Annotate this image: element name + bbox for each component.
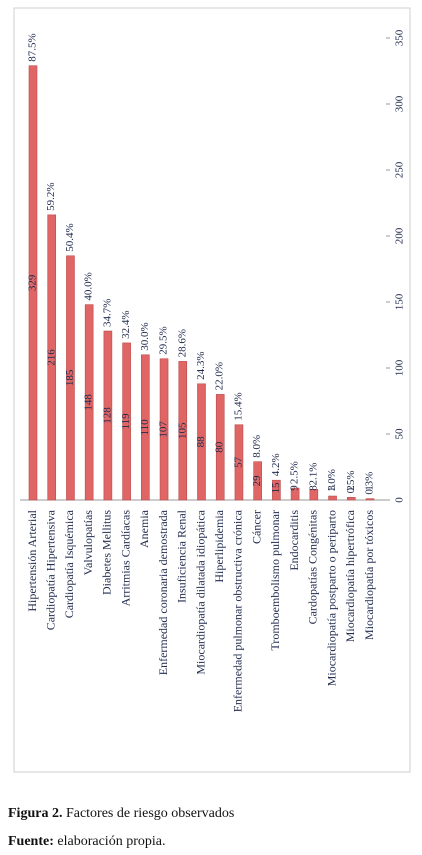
x-tick-label: Miocardiopatía hipertrófica bbox=[343, 509, 357, 642]
bar bbox=[178, 361, 188, 501]
bar bbox=[253, 461, 262, 501]
percentage-label: 24.3% bbox=[195, 351, 207, 379]
y-tick-label: 100 bbox=[394, 359, 406, 376]
caption-text: Factores de riesgo observados bbox=[65, 806, 235, 821]
y-tick-label: 0 bbox=[394, 497, 406, 503]
bar bbox=[122, 342, 131, 501]
percentage-label: 40.0% bbox=[83, 272, 95, 300]
bar bbox=[215, 394, 225, 501]
count-label: 148 bbox=[83, 394, 95, 411]
bar bbox=[159, 358, 169, 501]
count-label: 119 bbox=[120, 413, 132, 430]
bar bbox=[84, 304, 94, 501]
count-label: 216 bbox=[45, 349, 57, 366]
percentage-label: 28.6% bbox=[176, 329, 188, 357]
x-tick-label: Cáncer bbox=[249, 510, 263, 544]
y-tick-label: 200 bbox=[394, 227, 406, 244]
source: Fuente: elaboración propia. bbox=[8, 834, 165, 850]
bar bbox=[66, 255, 75, 501]
caption: Figura 2. Factores de riesgo observados bbox=[8, 806, 234, 822]
percentage-label: 29.5% bbox=[158, 326, 170, 354]
count-label: 128 bbox=[101, 407, 113, 424]
bar bbox=[365, 498, 375, 501]
count-label: 57 bbox=[232, 456, 244, 468]
y-tick-label: 250 bbox=[394, 161, 406, 178]
count-label: 105 bbox=[176, 422, 188, 439]
bar bbox=[290, 487, 300, 501]
x-tick-label: Valvulopatías bbox=[81, 510, 95, 576]
count-label: 3 bbox=[326, 485, 338, 491]
percentage-label: 50.4% bbox=[64, 223, 76, 251]
bar bbox=[272, 479, 281, 501]
percentage-label: 2.1% bbox=[307, 463, 319, 486]
count-label: 1 bbox=[364, 485, 376, 491]
count-label: 329 bbox=[27, 274, 39, 291]
bar bbox=[346, 497, 356, 501]
percentage-label: 22.0% bbox=[214, 362, 226, 390]
count-label: 9 bbox=[289, 485, 301, 491]
y-tick-label: 350 bbox=[394, 29, 406, 46]
y-tick-label: 150 bbox=[394, 293, 406, 310]
x-tick-label: Cardiopatía Isquémica bbox=[62, 509, 76, 618]
x-tick-label: Miocardiopatía por tóxicos bbox=[362, 510, 376, 640]
x-tick-label: Hiperlipidemia bbox=[212, 509, 226, 582]
x-tick-label: Cardiopatía Hipertensiva bbox=[43, 509, 57, 630]
percentage-label: 32.4% bbox=[120, 310, 132, 338]
percentage-label: 1.0% bbox=[326, 469, 338, 492]
bar bbox=[47, 214, 57, 501]
count-label: 185 bbox=[64, 369, 76, 386]
source-text: elaboración propia. bbox=[57, 834, 166, 849]
percentage-label: 0.3% bbox=[364, 472, 376, 495]
x-tick-label: Diabetes Mellitus bbox=[100, 510, 114, 595]
percentage-label: 0.5% bbox=[345, 470, 357, 493]
x-tick-label: Cardopatías Congénitas bbox=[306, 510, 320, 625]
x-tick-label: Arritmias Cardíacas bbox=[118, 510, 132, 607]
x-tick-label: Tromboembolismo pulmonar bbox=[268, 510, 282, 651]
count-label: 29 bbox=[251, 475, 263, 487]
bar bbox=[234, 424, 244, 501]
count-label: 8 bbox=[307, 485, 319, 491]
x-tick-label: Endocarditis bbox=[287, 510, 301, 571]
x-tick-label: Enfermedad coronaria demostrada bbox=[156, 509, 170, 675]
x-tick-label: Insuficiencia Renal bbox=[175, 509, 189, 603]
bar bbox=[103, 330, 113, 501]
percentage-label: 2.5% bbox=[289, 461, 301, 484]
count-label: 80 bbox=[214, 441, 226, 453]
y-tick-label: 50 bbox=[394, 428, 406, 440]
percentage-label: 15.4% bbox=[232, 392, 244, 420]
x-tick-label: Miocardiopatía postparto o periparto bbox=[324, 510, 338, 686]
x-tick-label: Hipertensión Arterial bbox=[25, 509, 39, 611]
y-tick-label: 300 bbox=[394, 95, 406, 112]
count-label: 110 bbox=[139, 419, 151, 436]
percentage-label: 59.2% bbox=[45, 182, 57, 210]
percentage-label: 8.0% bbox=[251, 435, 263, 458]
percentage-label: 87.5% bbox=[27, 33, 39, 61]
x-tick-label: Miocardiopatía dilatada idiopática bbox=[193, 509, 207, 674]
caption-label: Figura 2. bbox=[8, 806, 63, 821]
bar bbox=[141, 354, 150, 501]
percentage-label: 30.0% bbox=[139, 322, 151, 350]
bar bbox=[328, 495, 337, 501]
count-label: 15 bbox=[270, 482, 282, 494]
count-label: 88 bbox=[195, 436, 207, 448]
chart: 0 50 100 150 200 250 300 350 Hipertensión Arteri… bbox=[13, 7, 411, 773]
bar bbox=[197, 383, 206, 501]
percentage-label: 34.7% bbox=[101, 299, 113, 327]
source-label: Fuente: bbox=[8, 834, 54, 849]
x-tick-label: Anemia bbox=[137, 509, 151, 548]
bar bbox=[309, 489, 319, 501]
count-label: 2 bbox=[345, 485, 357, 491]
percentage-label: 4.2% bbox=[270, 453, 282, 476]
count-label: 107 bbox=[158, 421, 170, 438]
chart-frame bbox=[13, 7, 411, 773]
x-tick-label: Enfermedad pulmonar obstructiva crónica bbox=[231, 509, 245, 712]
bar bbox=[28, 65, 38, 501]
